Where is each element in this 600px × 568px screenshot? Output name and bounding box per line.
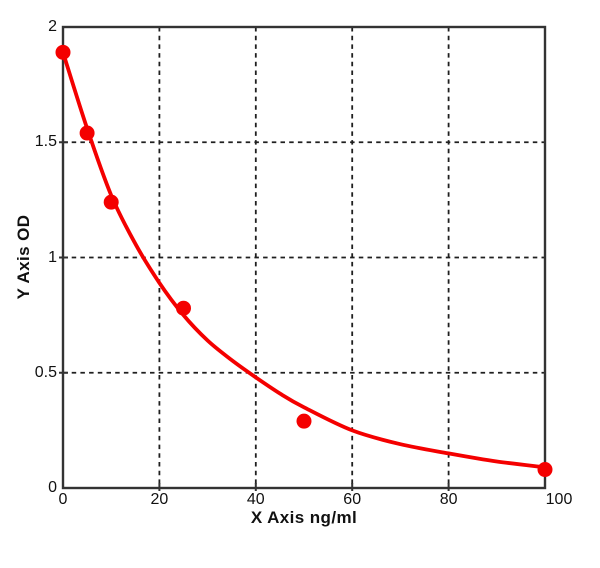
y-tick-label: 1.5 [34, 133, 57, 151]
data-point-marker [176, 300, 191, 316]
data-point-marker [79, 125, 95, 141]
data-point-marker [103, 194, 119, 210]
y-tick-label: 2 [48, 18, 57, 35]
y-tick-label: 1 [48, 248, 57, 266]
x-tick-label: 40 [246, 491, 265, 508]
data-point-marker [296, 413, 312, 429]
x-tick-label: 80 [439, 491, 458, 508]
data-point-marker [55, 44, 71, 60]
x-tick-label: 100 [545, 491, 573, 508]
x-axis-title: X Axis ng/ml [250, 508, 358, 527]
data-point-marker [537, 462, 553, 478]
y-tick-label: 0.5 [34, 363, 57, 381]
y-tick-label: 0 [48, 479, 57, 496]
x-tick-label: 60 [343, 491, 362, 508]
x-tick-label: 20 [150, 491, 169, 508]
plot-frame [61, 25, 547, 490]
x-tick-label: 0 [58, 491, 68, 508]
fit-curve [61, 50, 547, 470]
